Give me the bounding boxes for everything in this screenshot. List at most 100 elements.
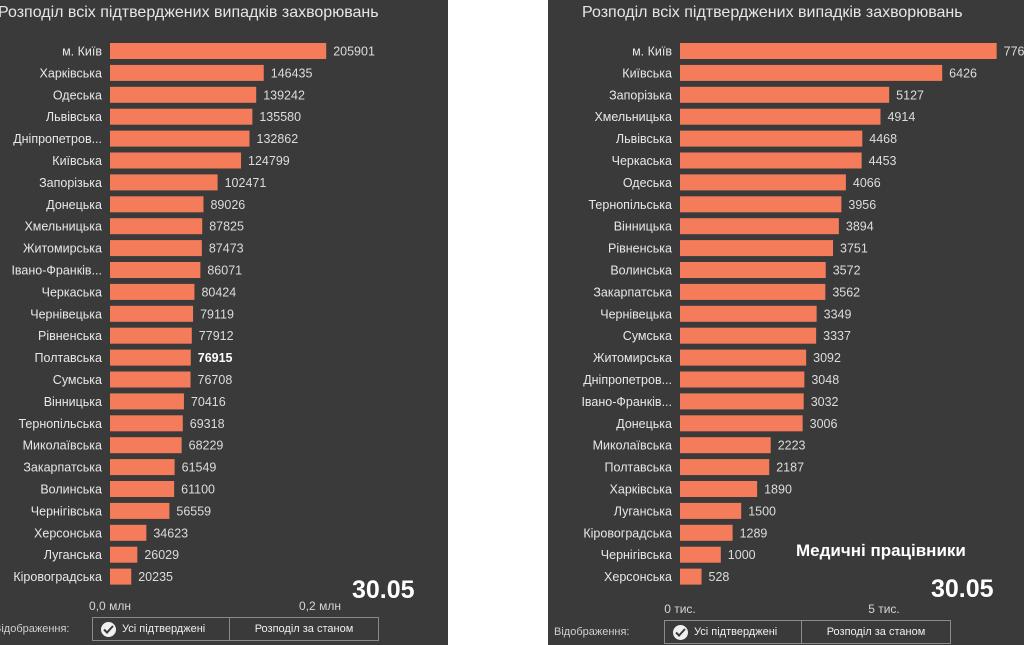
left-bar	[110, 262, 201, 278]
right-category-label: Донецька	[616, 417, 672, 431]
left-value-label: 89026	[210, 198, 245, 212]
right-category-label: Тернопільська	[588, 198, 672, 212]
right-toggle-status-distribution[interactable]: Розподіл за станом	[801, 620, 951, 644]
right-category-label: Житомирська	[593, 351, 672, 365]
right-value-label: 3562	[832, 285, 860, 299]
left-category-label: Харківська	[40, 66, 102, 80]
right-value-label: 1500	[748, 504, 776, 518]
left-bar	[110, 240, 202, 257]
left-value-label: 87825	[209, 220, 244, 234]
right-bar	[680, 130, 863, 147]
right-x-tick-label: 0 тис.	[664, 602, 696, 616]
left-bar	[110, 174, 218, 191]
left-category-label: Херсонська	[34, 526, 102, 540]
left-chart-panel: Розподіл всіх підтверджених випадків зах…	[0, 0, 448, 645]
right-bar	[680, 415, 803, 432]
left-value-label: 124799	[248, 154, 290, 168]
left-value-label: 20235	[138, 570, 173, 584]
right-value-label: 3032	[811, 395, 839, 409]
right-bar	[680, 481, 758, 497]
right-value-label: 4914	[887, 110, 915, 124]
left-bar	[110, 393, 184, 410]
left-value-label: 135580	[259, 110, 301, 124]
left-category-label: Запорізька	[39, 176, 102, 190]
left-bar	[110, 283, 195, 300]
right-toggle-all-confirmed[interactable]: Усі підтверджені	[664, 620, 802, 644]
left-category-label: Черкаська	[42, 285, 102, 299]
left-date-label: 30.05	[352, 576, 415, 604]
left-value-label: 87473	[209, 242, 244, 256]
right-value-label: 1000	[728, 548, 756, 562]
right-value-label: 3956	[848, 198, 876, 212]
right-category-label: Дніпропетров...	[583, 373, 672, 387]
left-category-label: м. Київ	[62, 45, 102, 59]
right-bar	[680, 459, 770, 476]
left-value-label: 69318	[190, 417, 225, 431]
right-category-label: Львівська	[616, 132, 672, 146]
left-category-label: Житомирська	[23, 242, 102, 256]
left-toggle-all-confirmed[interactable]: Усі підтверджені	[92, 617, 230, 641]
right-value-label: 2223	[778, 439, 806, 453]
right-value-label: 1289	[740, 526, 768, 540]
left-value-label: 86071	[207, 264, 242, 278]
left-value-label: 76915	[198, 351, 233, 365]
left-category-label: Миколаївська	[23, 439, 102, 453]
right-value-label: 3337	[823, 329, 851, 343]
right-value-label: 3048	[811, 373, 839, 387]
left-value-label: 132862	[257, 132, 299, 146]
right-display-label: Відображення:	[554, 626, 630, 638]
left-category-label: Київська	[52, 154, 102, 168]
left-bar	[110, 524, 147, 541]
right-bar	[680, 327, 817, 344]
right-value-label: 6426	[949, 66, 977, 80]
left-bar	[110, 108, 253, 125]
right-toggle-all-label: Усі підтверджені	[694, 626, 778, 638]
left-bar	[110, 349, 191, 366]
right-date-label: 30.05	[931, 575, 994, 603]
right-value-label: 3572	[833, 264, 861, 278]
right-value-label: 5127	[896, 88, 924, 102]
right-category-label: Рівненська	[608, 242, 672, 256]
right-bar	[680, 283, 826, 300]
medical-workers-note: Медичні працівники	[796, 541, 966, 560]
check-circle-icon	[673, 624, 688, 640]
right-value-label: 3006	[810, 417, 838, 431]
left-category-label: Вінницька	[44, 395, 102, 409]
right-category-label: Одеська	[623, 176, 672, 190]
right-bar	[680, 218, 839, 235]
right-bar	[680, 108, 881, 125]
left-bar	[110, 196, 204, 213]
left-bar	[110, 218, 203, 235]
right-chart-title: Розподіл всіх підтверджених випадків зах…	[582, 4, 963, 21]
right-bar	[680, 393, 804, 410]
right-bar	[680, 196, 842, 213]
left-category-label: Луганська	[44, 548, 102, 562]
right-bar	[680, 43, 997, 59]
left-category-label: Хмельницька	[24, 220, 102, 234]
left-bar	[110, 152, 242, 169]
left-value-label: 205901	[333, 45, 375, 59]
left-bar	[110, 437, 182, 454]
left-toggle-all-label: Усі підтверджені	[122, 623, 206, 635]
left-bar	[110, 86, 257, 103]
left-category-label: Тернопільська	[18, 417, 102, 431]
left-value-label: 146435	[271, 66, 313, 80]
right-bar	[680, 371, 805, 388]
right-category-label: Запорізька	[609, 88, 672, 102]
right-category-label: Сумська	[623, 329, 672, 343]
right-category-label: Чернігівська	[601, 548, 672, 562]
left-category-label: Полтавська	[35, 351, 102, 365]
left-category-label: Волинська	[40, 483, 102, 497]
right-bar	[680, 568, 702, 585]
right-category-label: Закарпатська	[593, 285, 672, 299]
left-toggle-status-distribution[interactable]: Розподіл за станом	[229, 617, 379, 641]
left-category-label: Рівненська	[38, 329, 102, 343]
right-bar	[680, 502, 742, 519]
left-bar	[110, 481, 175, 497]
right-value-label: 4453	[869, 154, 897, 168]
left-bar	[110, 502, 170, 519]
right-bar	[680, 305, 817, 322]
right-bar	[680, 546, 721, 563]
left-value-label: 34623	[153, 526, 188, 540]
right-value-label: 528	[709, 570, 730, 584]
